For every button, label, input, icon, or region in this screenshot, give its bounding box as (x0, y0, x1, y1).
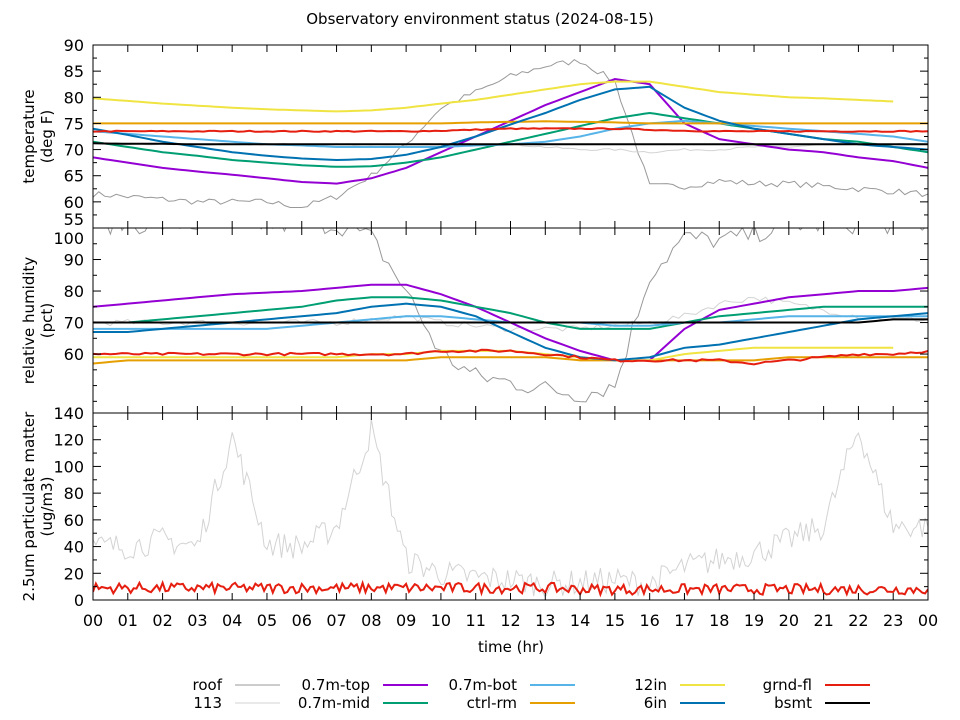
x-tick-label: 00 (83, 611, 103, 630)
x-tick-label: 23 (883, 611, 903, 630)
y-axis-label: temperature (20, 89, 38, 183)
series-grnd-fl-line (93, 127, 928, 133)
y-axis-label: (pct) (38, 303, 56, 338)
series-6in-line (93, 85, 928, 162)
y-tick-label: 100 (53, 457, 84, 476)
y-tick-label: 20 (64, 564, 84, 583)
x-tick-label: 08 (361, 611, 381, 630)
legend-label: 12in (634, 676, 667, 694)
series-roof-line (93, 58, 928, 208)
x-tick-label: 02 (152, 611, 172, 630)
y-tick-label: 90 (64, 36, 84, 55)
legend-label: ctrl-rm (467, 694, 517, 712)
x-tick-label: 03 (187, 611, 207, 630)
x-tick-label: 17 (674, 611, 694, 630)
x-tick-label: 01 (118, 611, 138, 630)
x-tick-label: 00 (918, 611, 938, 630)
x-tick-label: 14 (570, 611, 590, 630)
legend-label: 0.7m-bot (449, 676, 518, 694)
y-tick-label: 75 (64, 114, 84, 133)
x-tick-label: 09 (396, 611, 416, 630)
series-grnd-fl-line (93, 579, 928, 598)
y-tick-label: 65 (64, 167, 84, 186)
y-tick-label: 70 (64, 314, 84, 333)
y-axis-label: relative humidity (20, 257, 38, 385)
panel-frame (92, 227, 929, 414)
series-07m-top-line (93, 77, 928, 185)
x-tick-label: 06 (292, 611, 312, 630)
y-tick-label: 120 (53, 431, 84, 450)
y-tick-label: 100 (53, 229, 84, 248)
y-tick-label: 0 (74, 591, 84, 610)
x-tick-label: 20 (779, 611, 799, 630)
x-tick-label: 13 (535, 611, 555, 630)
legend-label: grnd-fl (763, 676, 812, 694)
legend-label: roof (193, 676, 223, 694)
series-bsmt-line (93, 142, 928, 146)
panel-frame (92, 412, 929, 601)
series-roof-line (107, 228, 926, 403)
series-07m-mid-line (93, 296, 928, 330)
y-tick-label: 70 (64, 141, 84, 160)
legend-label: 0.7m-mid (298, 694, 370, 712)
x-tick-label: 11 (466, 611, 486, 630)
y-tick-label: 90 (64, 251, 84, 270)
legend-label: 113 (193, 694, 222, 712)
y-tick-label: 60 (64, 511, 84, 530)
x-tick-label: 22 (848, 611, 868, 630)
series-ctrl-rm-line (93, 356, 928, 365)
x-tick-label: 19 (744, 611, 764, 630)
series-ctrl-rm-line (93, 120, 928, 125)
y-tick-label: 55 (64, 210, 84, 229)
legend-label: 0.7m-top (302, 676, 370, 694)
x-tick-label: 12 (500, 611, 520, 630)
series-grnd-fl-line (93, 348, 928, 366)
y-tick-label: 60 (64, 345, 84, 364)
x-axis-label: time (hr) (478, 638, 544, 656)
x-tick-label: 21 (813, 611, 833, 630)
series-12in-line (93, 80, 894, 113)
x-tick-label: 16 (639, 611, 659, 630)
x-tick-label: 05 (257, 611, 277, 630)
y-tick-label: 140 (53, 404, 84, 423)
y-tick-label: 80 (64, 282, 84, 301)
y-axis-label: 2.5um particulate matter (20, 411, 38, 601)
y-tick-label: 80 (64, 484, 84, 503)
x-tick-label: 10 (431, 611, 451, 630)
x-tick-label: 04 (222, 611, 242, 630)
series-113-line (93, 419, 928, 598)
x-tick-label: 18 (709, 611, 729, 630)
y-tick-label: 80 (64, 88, 84, 107)
x-tick-label: 15 (605, 611, 625, 630)
chart-title: Observatory environment status (2024-08-… (306, 10, 654, 28)
x-tick-label: 07 (326, 611, 346, 630)
y-tick-label: 60 (64, 193, 84, 212)
legend-label: 6in (644, 694, 667, 712)
y-axis-label: (deg F) (38, 110, 56, 163)
y-axis-label: (ug/m3) (38, 477, 56, 537)
y-tick-label: 85 (64, 62, 84, 81)
series-bsmt-line (93, 318, 928, 324)
y-tick-label: 40 (64, 538, 84, 557)
legend-label: bsmt (774, 694, 812, 712)
